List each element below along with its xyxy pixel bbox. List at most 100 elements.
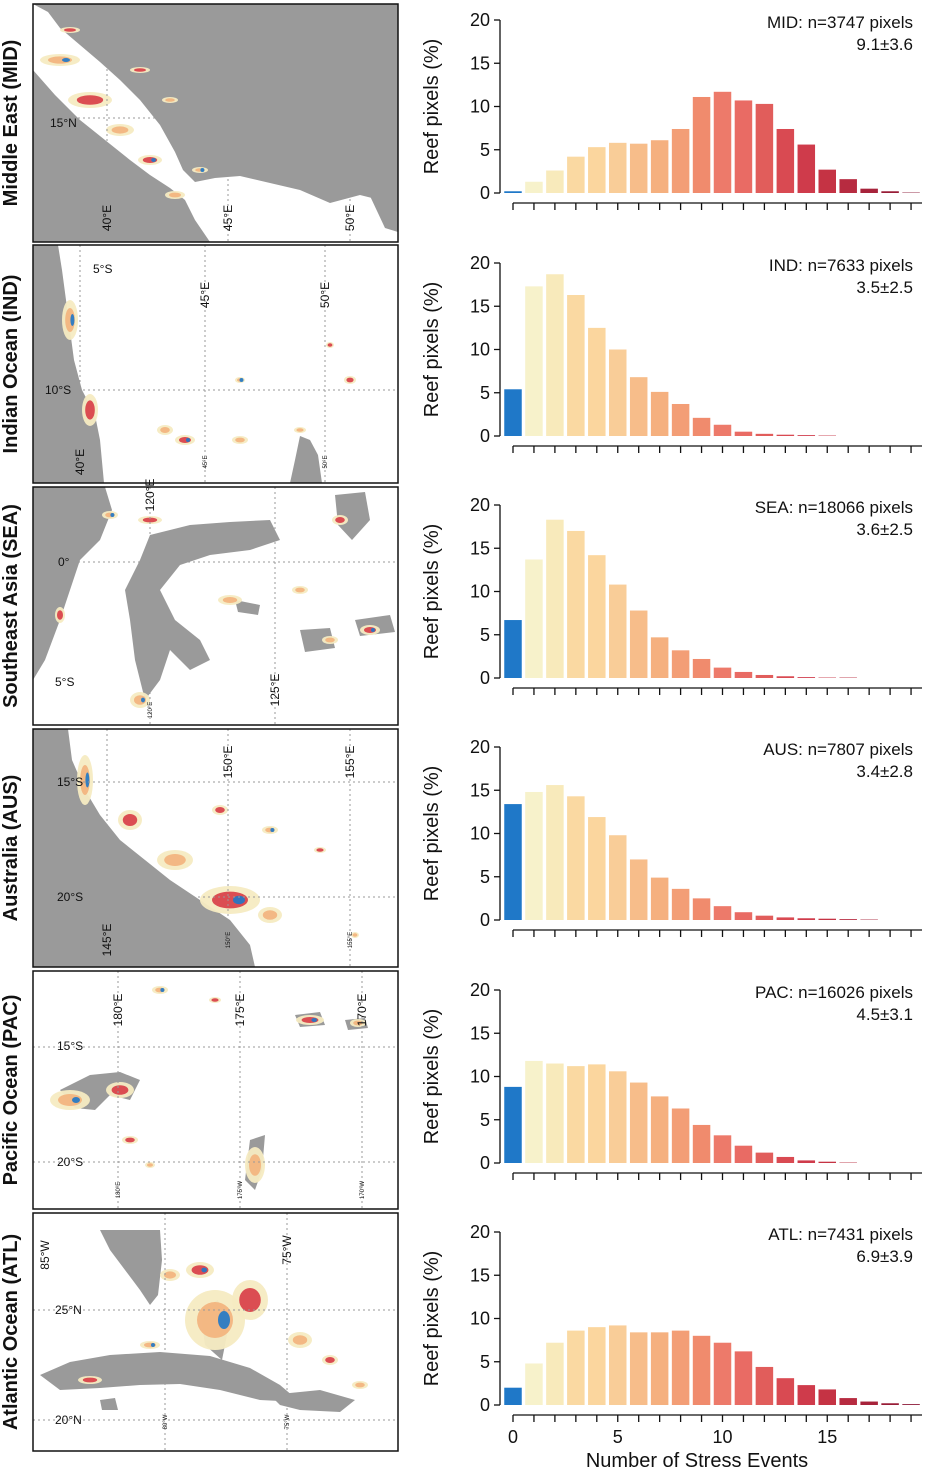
reef-patch: [80, 765, 90, 795]
reef-patch: [249, 1154, 261, 1176]
map-frame: [32, 728, 399, 968]
y-tick-label: 20: [470, 737, 490, 757]
histogram-bar: [588, 327, 606, 436]
reef-patch: [316, 848, 324, 852]
x-tick-label: 10: [712, 1427, 732, 1447]
latitude-label: 15°N: [50, 116, 77, 130]
x-axis-label: Number of Stress Events: [586, 1450, 808, 1471]
y-tick-label: 15: [470, 296, 490, 316]
histogram-bar: [797, 918, 816, 920]
histogram-bar: [797, 435, 816, 436]
y-tick-label: 0: [480, 1395, 490, 1415]
reef-patch: [355, 1382, 365, 1388]
longitude-label: 120°E: [143, 479, 157, 512]
histogram-bar: [671, 1108, 690, 1163]
reef-patch: [233, 895, 245, 905]
histogram-bar: [525, 286, 543, 436]
reef-patch: [235, 437, 245, 443]
histogram-bar: [650, 391, 669, 436]
histogram-bar: [546, 274, 564, 436]
histogram-bar: [504, 1387, 522, 1405]
histogram-bar: [588, 147, 606, 193]
histogram-bar: [734, 671, 753, 678]
reef-patch: [200, 168, 205, 172]
histogram-bar: [525, 791, 543, 920]
longitude-label: 40°E: [100, 205, 114, 231]
reef-patch: [122, 814, 138, 826]
reef-patch: [134, 695, 146, 705]
histogram-bar: [671, 1330, 690, 1405]
longitude-label: 170°E: [355, 994, 369, 1027]
histogram-bar: [881, 191, 899, 193]
map-panel: 25°N 20°N 85°W 75°W 80°W 75°W Atlantic Ocean (…: [0, 1212, 399, 1452]
region-label: Indian Ocean (IND): [0, 275, 22, 454]
longitude-label: 180°E: [111, 994, 125, 1027]
landmass: [33, 70, 210, 242]
reef-patch: [239, 378, 244, 382]
histogram-bar: [609, 349, 627, 436]
region-label: Australia (AUS): [0, 775, 22, 922]
histogram-bar: [650, 1096, 669, 1163]
latitude-label: 25°N: [55, 1303, 82, 1317]
histogram-bar: [504, 1086, 522, 1163]
histogram-bar: [567, 295, 585, 436]
histogram-bar: [609, 1071, 627, 1163]
sample-size-annotation: MID: n=3747 pixels: [767, 13, 913, 32]
latitude-label: 15°S: [57, 775, 83, 789]
reef-patch: [239, 1288, 261, 1312]
histogram-bar: [734, 1351, 753, 1405]
y-tick-label: 10: [470, 582, 490, 602]
y-tick-label: 10: [470, 340, 490, 360]
y-tick-label: 15: [470, 1023, 490, 1043]
mean-sd-annotation: 6.9±3.9: [856, 1247, 913, 1266]
histogram-bar: [776, 917, 795, 920]
latitude-label: 0°: [58, 555, 70, 569]
histogram-bar: [776, 676, 795, 678]
reef-patch: [142, 517, 158, 523]
histogram-bar: [525, 181, 543, 193]
histogram-bar: [692, 417, 711, 436]
latitude-label: 15°S: [57, 1039, 83, 1053]
histogram-bar: [567, 1330, 585, 1405]
longitude-minor-label: 180°E: [116, 1182, 122, 1198]
latitude-label: 5°S: [55, 675, 74, 689]
longitude-label: 155°E: [343, 746, 357, 779]
latitude-label: 20°S: [57, 1155, 83, 1169]
longitude-minor-label: 45°E: [203, 455, 209, 468]
longitude-label: 45°E: [198, 282, 212, 308]
histogram-bar: [860, 1401, 878, 1405]
y-tick-label: 0: [480, 668, 490, 688]
landmass: [33, 487, 112, 680]
map-panel: 15°N 40°E 45°E 50°E Middle East (MID): [0, 3, 399, 243]
y-axis-label: Reef pixels (%): [421, 39, 443, 175]
reef-patch: [311, 1018, 318, 1022]
y-tick-label: 10: [470, 97, 490, 117]
reef-patch: [110, 513, 115, 517]
latitude-label: 5°S: [93, 262, 112, 276]
histogram-bar: [755, 915, 774, 920]
histogram-bar: [546, 519, 564, 678]
histogram-panel: 0 5 10 15 20 Reef pixels (%) MID: n=3747 pixel…: [421, 10, 922, 210]
y-tick-label: 15: [470, 538, 490, 558]
histogram-bar: [797, 144, 816, 193]
y-tick-label: 15: [470, 53, 490, 73]
landmass: [335, 492, 370, 540]
histogram-bar: [609, 142, 627, 193]
histogram-bar: [755, 1366, 774, 1405]
sample-size-annotation: ATL: n=7431 pixels: [768, 1225, 913, 1244]
reef-patch: [295, 587, 305, 593]
landmass: [370, 190, 398, 232]
y-tick-label: 20: [470, 980, 490, 1000]
reef-patch: [70, 314, 75, 326]
histogram-bar: [588, 555, 606, 678]
histogram-bar: [504, 191, 522, 193]
reef-patch: [352, 933, 358, 937]
histogram-bar: [713, 91, 732, 193]
reef-patch: [160, 427, 170, 433]
histogram-bar: [734, 100, 753, 193]
histogram-bar: [713, 1342, 732, 1405]
mean-sd-annotation: 3.4±2.8: [856, 762, 913, 781]
reef-patch: [270, 828, 275, 832]
histogram-bar: [650, 140, 669, 193]
histogram-bar: [713, 424, 732, 436]
